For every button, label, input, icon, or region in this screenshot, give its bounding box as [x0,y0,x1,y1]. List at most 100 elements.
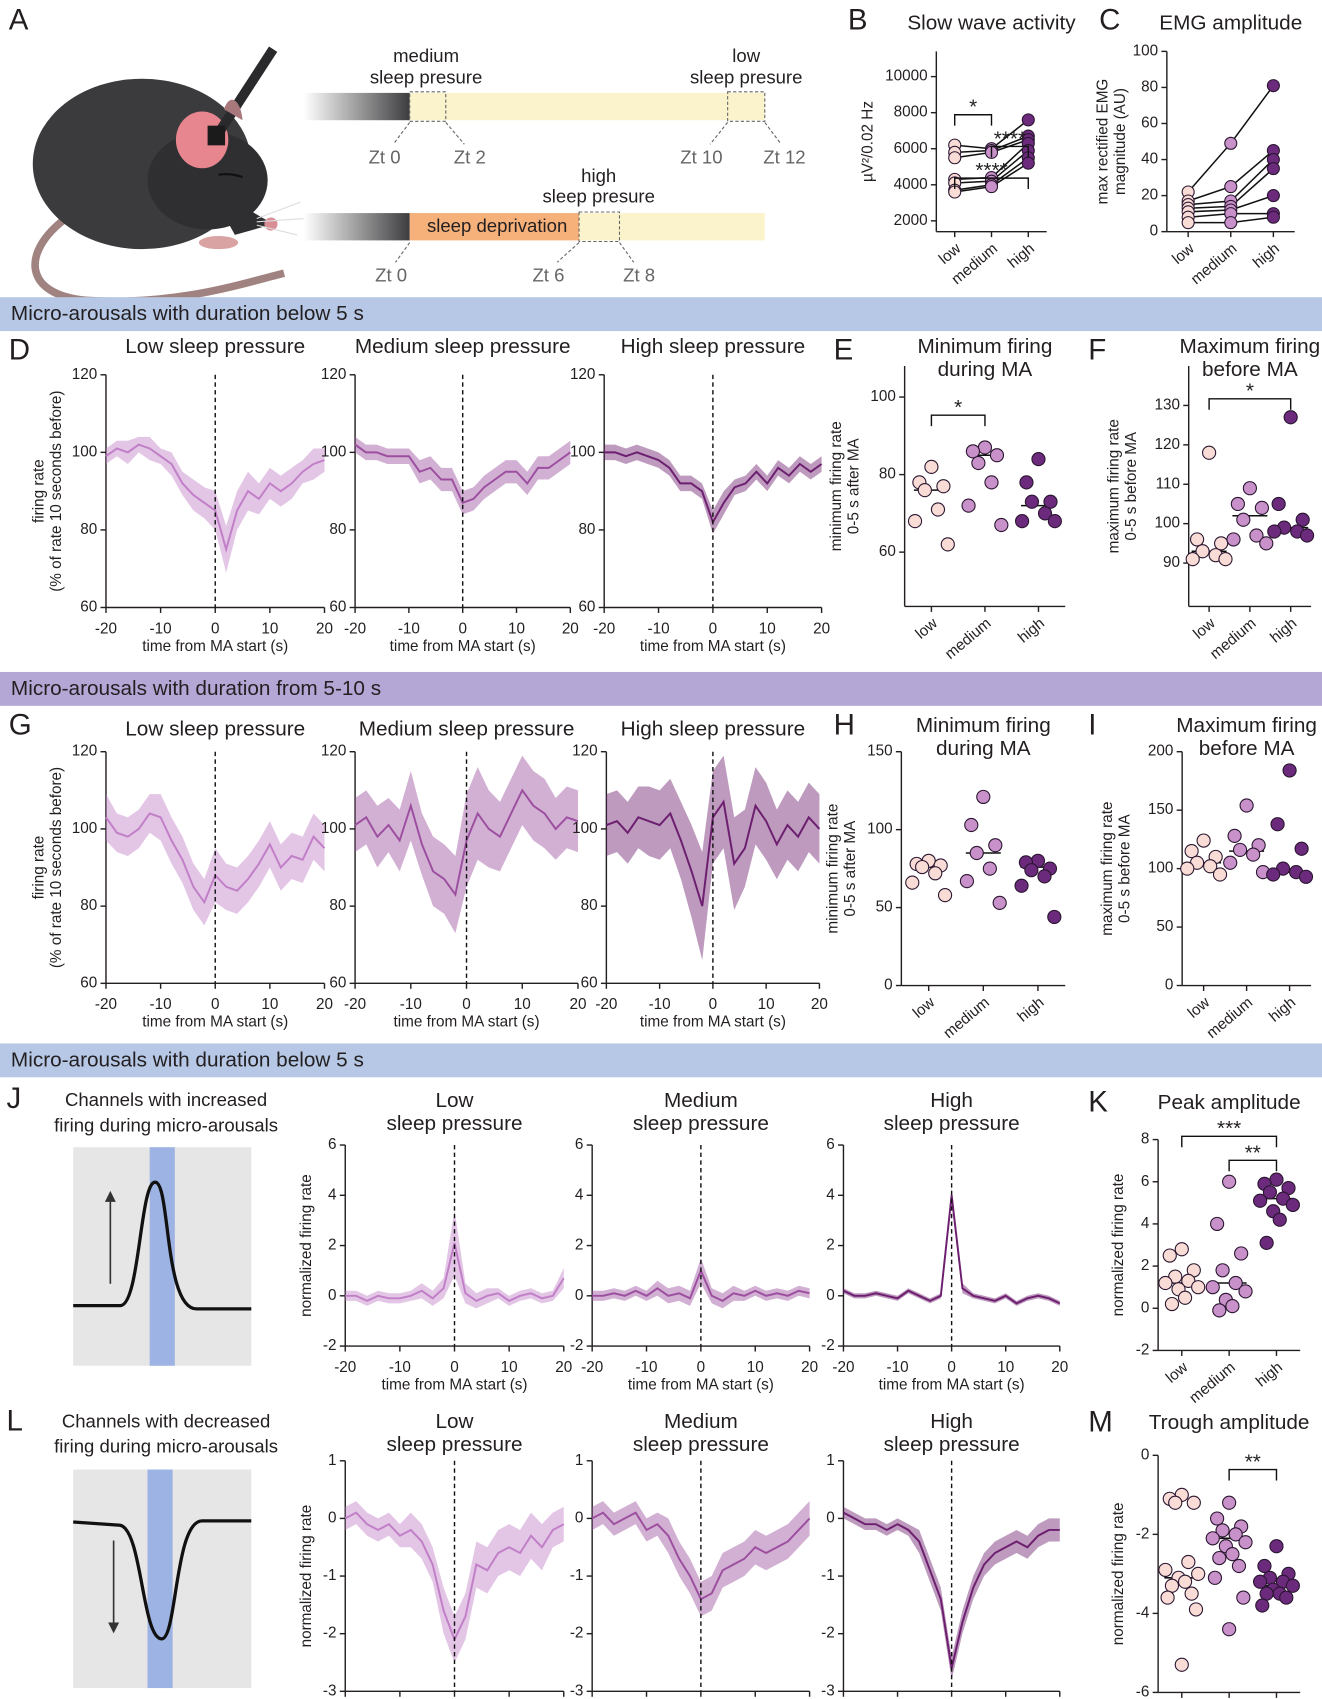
timeline-label: Zt 2 [454,146,486,167]
point [1266,162,1280,176]
chart-title: Low sleep pressure [125,335,305,358]
point [1226,532,1241,547]
point [976,789,991,805]
y-tick-label: 100 [72,443,98,460]
panel-letter: G [9,708,32,741]
point [988,838,1003,853]
point [1224,180,1238,194]
timeline-label: low [732,45,760,66]
y-tick-label: 80 [329,897,346,914]
point [1164,1296,1180,1312]
schematic-label: Channels with decreased [62,1410,270,1431]
timeline-label: sleep presure [542,186,654,207]
point [1249,528,1264,543]
point [971,455,986,471]
x-axis-label: time from MA start (s) [628,1376,774,1393]
error-band [843,1187,1060,1306]
point [1266,867,1281,882]
point [1272,1212,1287,1227]
point [1162,1248,1177,1263]
x-tick-label: 20 [316,996,333,1013]
point [1214,536,1229,551]
point [924,459,939,474]
timeline-label: Zt 8 [623,264,655,285]
x-tick-label: 20 [801,1359,818,1376]
chart-title: Medium sleep pressure [355,335,571,358]
y-tick-label: 120 [321,743,347,760]
chart-title: sleep pressure [386,1433,522,1456]
x-axis-label: time from MA start (s) [640,1014,786,1031]
schematic-label: firing during micro-arousals [54,1436,278,1457]
y-axis-label: normalized firing rate [1110,1174,1127,1317]
error-band [345,1501,564,1663]
y-tick-label: 120 [1154,436,1179,453]
y-tick-label: 0 [328,1509,337,1526]
point [1047,514,1062,529]
point [1238,1284,1253,1299]
point [959,873,975,889]
point [977,440,993,455]
y-tick-label: 0 [575,1509,584,1526]
point [1037,869,1052,884]
chart-title: Medium [664,1410,738,1433]
y-tick-label: 0 [575,1287,584,1304]
chart-title: Slow wave activity [907,12,1076,35]
y-tick-label: -3 [323,1682,337,1699]
point [1283,410,1298,425]
y-tick-label: -2 [821,1337,835,1354]
x-tick-label: -20 [344,996,366,1013]
chart-title: sleep pressure [633,1433,769,1456]
y-axis-label: minimum firing rate [828,421,845,551]
x-tick-label: high [1250,240,1283,272]
chart-title: Peak amplitude [1158,1091,1301,1114]
subject-line [1187,149,1274,202]
y-tick-label: 0 [1150,223,1159,240]
chart-title: Low sleep pressure [125,717,305,740]
point [1037,506,1053,521]
point [1270,817,1285,832]
point [1212,867,1228,882]
point [1205,1531,1220,1546]
point [1285,1578,1300,1593]
y-tick-label: -2 [323,1625,337,1642]
x-tick-label: 0 [211,620,220,637]
y-tick-label: 0 [328,1287,337,1304]
y-tick-label: 60 [329,974,346,991]
point [1181,216,1195,230]
error-band [105,436,325,573]
x-tick-label: low [1169,239,1198,267]
significance-label: **** [975,159,1007,182]
point [1184,843,1199,859]
y-axis-label: 0-5 s after MA [845,437,862,534]
y-tick-label: 130 [1154,396,1179,413]
point [1174,1657,1189,1672]
point [1252,1574,1268,1589]
panel-letter: D [9,334,30,367]
error-band [843,1506,1060,1680]
y-tick-label: -3 [821,1682,835,1699]
mean-line [354,443,571,505]
point [1254,500,1270,515]
chart-title: Maximum firing [1180,335,1321,358]
y-tick-label: 1 [328,1452,337,1469]
x-tick-label: -20 [581,1359,603,1376]
point [1230,496,1245,512]
y-tick-label: 50 [876,899,893,916]
y-axis-label: µV²/0.02 Hz [860,101,877,182]
x-tick-label: medium [940,994,993,1042]
x-tick-label: 10 [514,996,531,1013]
x-axis-label: time from MA start (s) [394,1014,540,1031]
y-tick-label: -6 [1136,1683,1150,1699]
timeline-label: high [581,165,616,186]
y-tick-label: 1 [575,1452,584,1469]
y-axis-label: firing rate [30,836,47,900]
x-tick-label: medium [1186,1359,1239,1407]
x-axis-label: time from MA start (s) [142,638,288,655]
chart-title: sleep pressure [386,1112,522,1135]
y-axis-label: 0-5 s after MA [842,820,859,917]
point [1225,1547,1240,1562]
x-tick-label: medium [942,615,995,663]
x-tick-label: high [1253,1359,1286,1391]
x-tick-label: 20 [569,996,586,1013]
